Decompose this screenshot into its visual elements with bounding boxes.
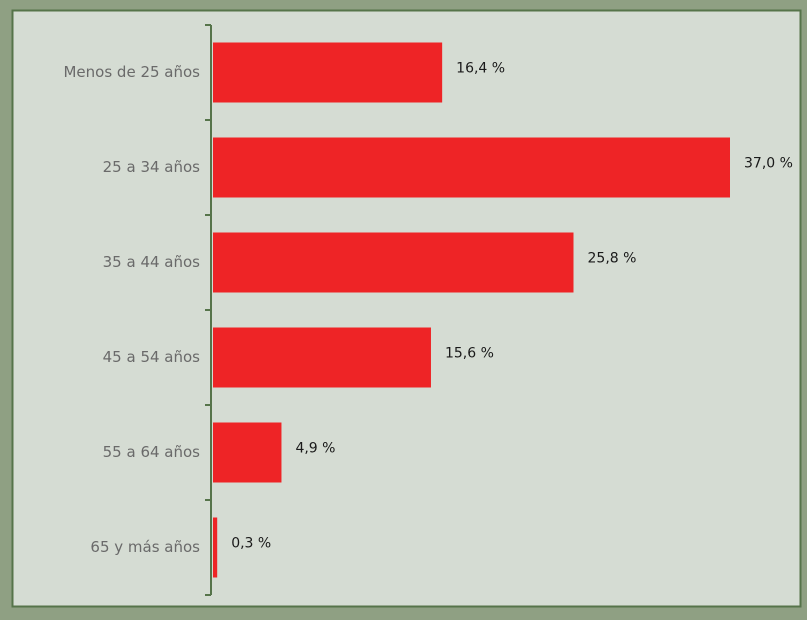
value-label: 25,8 % <box>588 251 637 267</box>
category-label: 55 a 64 años <box>103 443 201 461</box>
bar <box>213 422 282 483</box>
value-label: 0,3 % <box>231 536 271 552</box>
bar <box>213 517 218 578</box>
category-label: 25 a 34 años <box>103 158 201 176</box>
bar <box>213 232 574 293</box>
bar <box>213 42 443 103</box>
value-label: 37,0 % <box>744 156 793 172</box>
value-label: 15,6 % <box>445 346 494 362</box>
category-label: 45 a 54 años <box>103 348 201 366</box>
category-label: 65 y más años <box>90 538 200 556</box>
bar <box>213 327 431 388</box>
category-label: Menos de 25 años <box>63 63 200 81</box>
plot-panel <box>11 9 802 608</box>
value-label: 4,9 % <box>295 441 335 457</box>
value-label: 16,4 % <box>456 61 505 77</box>
bar <box>213 137 730 198</box>
category-label: 35 a 44 años <box>103 253 201 271</box>
